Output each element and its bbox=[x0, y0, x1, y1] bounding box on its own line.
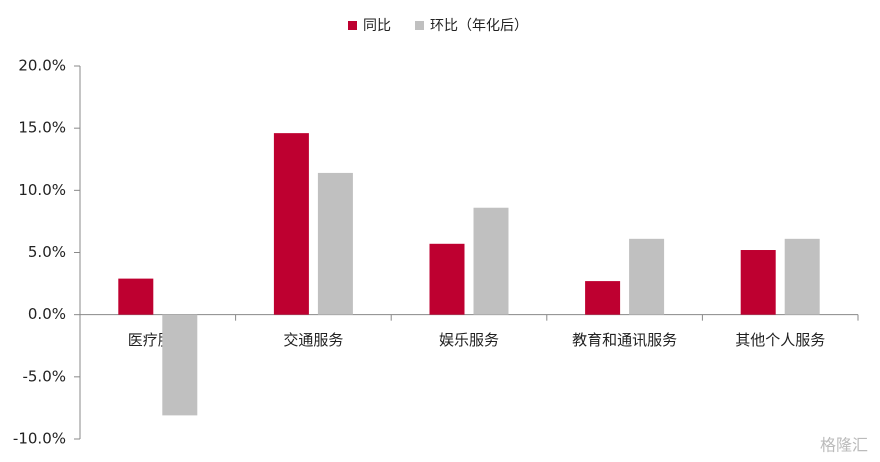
bar bbox=[784, 238, 820, 315]
x-tick-label: 娱乐服务 bbox=[439, 331, 499, 349]
y-tick-label: -5.0% bbox=[22, 367, 66, 385]
y-tick-label: 10.0% bbox=[18, 181, 66, 199]
bar bbox=[317, 172, 353, 315]
bar bbox=[473, 207, 509, 315]
y-tick-label: 20.0% bbox=[18, 57, 66, 75]
bar bbox=[273, 133, 309, 315]
bar bbox=[585, 281, 621, 315]
y-tick-label: 0.0% bbox=[28, 305, 66, 323]
legend-label: 同比 bbox=[363, 18, 391, 34]
y-tick-label: 15.0% bbox=[18, 119, 66, 137]
legend-label: 环比（年化后） bbox=[430, 18, 528, 34]
bar bbox=[629, 238, 665, 315]
bar bbox=[162, 314, 198, 416]
bar bbox=[118, 278, 154, 315]
x-tick-label: 其他个人服务 bbox=[735, 331, 825, 349]
y-tick-label: -10.0% bbox=[13, 430, 66, 448]
bar bbox=[740, 250, 776, 315]
bar bbox=[429, 243, 465, 315]
watermark: 格隆汇 bbox=[820, 436, 868, 455]
y-tick-label: 5.0% bbox=[28, 243, 66, 261]
x-tick-label: 交通服务 bbox=[283, 331, 343, 349]
legend-swatch bbox=[415, 21, 424, 30]
x-tick-label: 教育和通讯服务 bbox=[572, 331, 677, 349]
legend-swatch bbox=[348, 21, 357, 30]
